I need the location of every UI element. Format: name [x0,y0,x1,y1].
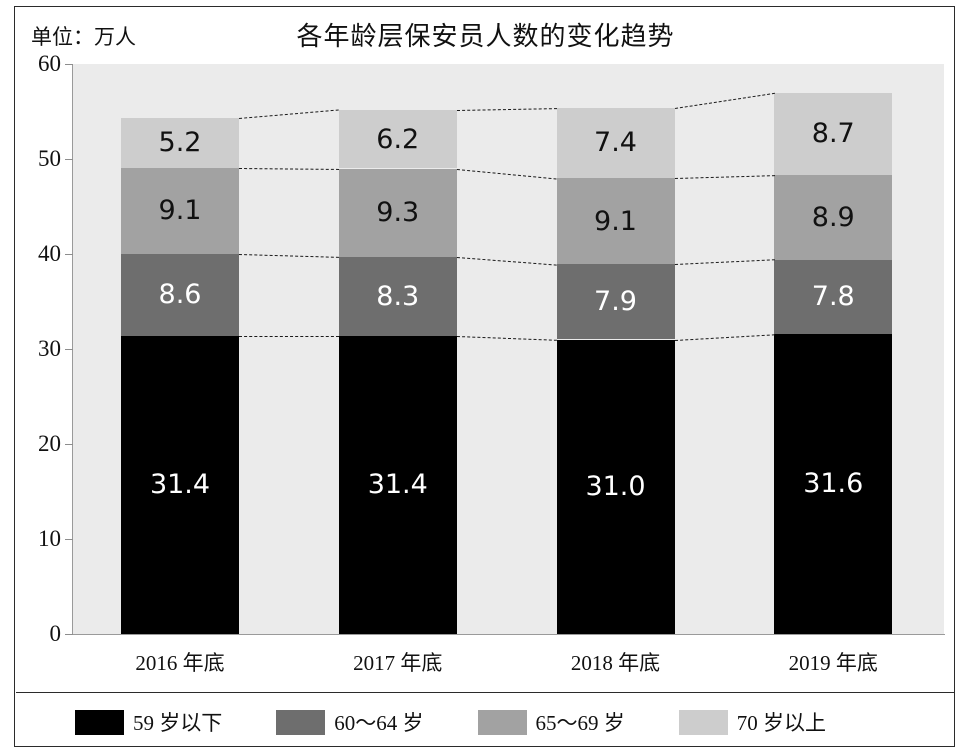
bar-segment[interactable]: 8.7 [774,92,893,176]
legend-item[interactable]: 65～69 岁 [477,707,625,737]
legend-label: 60～64 岁 [334,711,424,735]
bar-value-label: 31.4 [149,469,211,501]
bar-value-label: 7.9 [594,286,637,318]
bar-segment[interactable]: 5.2 [121,118,239,168]
bar-segment[interactable]: 9.1 [121,167,239,254]
unit-label: 单位：万人 [31,25,136,49]
legend-swatch [477,709,527,735]
bar-segment[interactable]: 6.2 [338,109,457,169]
y-axis-tick-label: 10 [38,526,61,551]
y-axis-tick-mark [65,64,73,65]
bar-segment[interactable]: 31.0 [556,339,675,634]
bar-segment[interactable]: 8.6 [121,254,239,336]
y-axis-tick-mark [65,254,73,255]
legend-swatch [276,709,326,735]
bar-segment[interactable]: 31.6 [774,333,893,634]
y-axis-tick-mark [65,539,73,540]
bar-value-label: 31.4 [367,469,428,501]
bar-value-label: 6.2 [376,123,420,155]
bar-value-label: 7.4 [594,127,637,159]
x-axis-label: 2016 年底 [135,651,225,675]
y-axis-tick-label: 60 [38,51,61,76]
x-axis-label: 2017 年底 [353,651,443,675]
y-axis-tick-mark [65,444,73,445]
legend-item[interactable]: 60～64 岁 [276,707,424,737]
bar-segment[interactable]: 9.3 [338,168,457,257]
chart-title: 各年龄层保安员人数的变化趋势 [296,22,675,51]
chart-figure: 单位：万人 各年龄层保安员人数的变化趋势 0 10 20 30 40 50 60 31.4 8… [14,6,955,747]
y-axis-tick-label: 30 [38,336,61,361]
bar-value-label: 8.7 [811,118,855,150]
y-axis-tick-label: 40 [38,241,61,266]
bar-group[interactable]: 31.4 8.6 9.1 5.2 [121,64,239,634]
bar-value-label: 9.3 [376,197,420,229]
y-axis-tick-label: 20 [38,431,61,456]
y-axis-tick-mark [65,634,73,635]
bar-segment[interactable]: 31.4 [121,335,239,634]
bar-value-label: 8.9 [811,201,855,233]
bar-group[interactable]: 31.6 7.8 8.9 8.7 [774,64,893,634]
bar-value-label: 31.6 [803,468,864,500]
bar-segment[interactable]: 9.1 [556,178,675,265]
connector-line [239,335,339,337]
x-axis-label: 2018 年底 [570,651,661,675]
bar-group[interactable]: 31.0 7.9 9.1 7.4 [556,64,675,634]
legend-label: 65～69 岁 [535,711,625,735]
bar-value-label: 9.1 [594,205,637,237]
bar-segment[interactable]: 31.4 [338,335,457,634]
bar-segment[interactable]: 8.3 [338,256,457,336]
x-axis-label: 2019 年底 [788,651,878,675]
legend-label: 59 岁以下 [133,711,223,735]
bar-value-label: 5.2 [158,127,202,159]
bar-value-label: 8.6 [158,279,202,311]
y-axis-tick-mark [65,349,73,350]
legend-item[interactable]: 70 岁以上 [678,707,826,737]
legend-item[interactable]: 59 岁以下 [75,707,222,737]
bar-value-label: 31.0 [585,471,646,503]
y-axis-tick-label: 0 [49,621,62,646]
bar-segment[interactable]: 7.8 [774,259,893,334]
chart-legend: 59 岁以下 60～64 岁 65～69 岁 70 岁以上 [15,707,956,737]
x-axis-line [72,634,945,635]
bar-value-label: 8.3 [376,280,420,312]
bar-segment[interactable]: 8.9 [774,175,893,260]
bar-segment[interactable]: 7.9 [556,264,675,340]
bar-value-label: 9.1 [158,195,202,227]
y-axis-tick-label: 50 [38,146,61,171]
legend-label: 70 岁以上 [736,711,826,735]
bar-value-label: 7.8 [811,281,855,313]
bar-segment[interactable]: 7.4 [556,107,675,178]
legend-separator [16,692,955,693]
bar-group[interactable]: 31.4 8.3 9.3 6.2 [338,64,457,634]
legend-swatch [75,709,124,735]
legend-swatch [678,709,728,735]
y-axis-tick-mark [65,159,73,160]
